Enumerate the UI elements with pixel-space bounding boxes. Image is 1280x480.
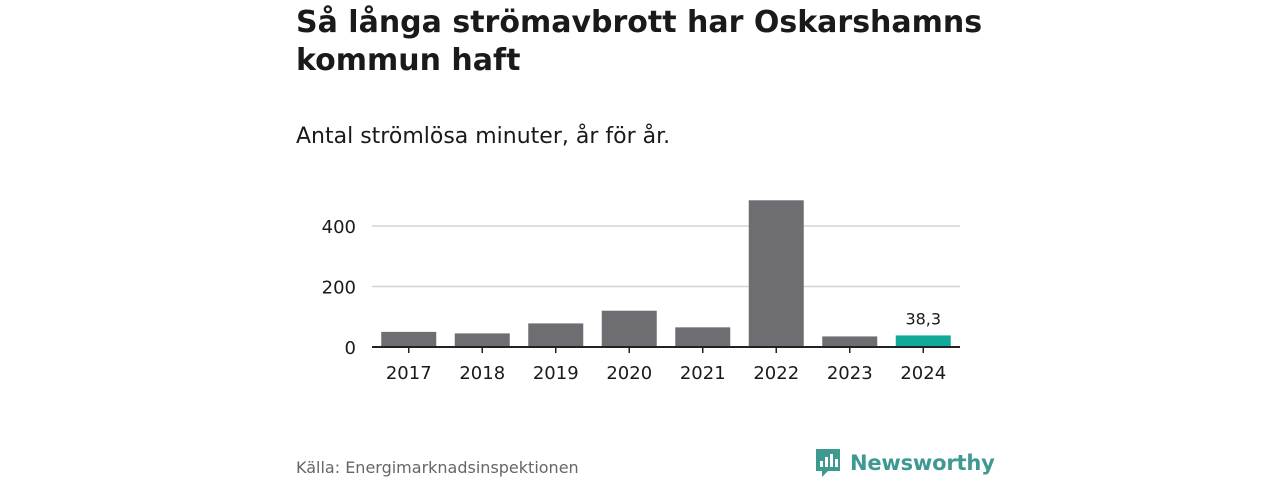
bar-2024 — [895, 335, 951, 347]
bar-2022 — [748, 200, 804, 347]
y-tick-label: 400 — [322, 217, 356, 238]
bar-chart: 0 200 400 2017 2018 2019 2020 2021 2022 2023 2024 3… — [322, 200, 960, 384]
source-note: Källa: Energimarknadsinspektionen — [296, 458, 579, 477]
x-tick-label: 2021 — [680, 363, 726, 384]
bar-2018 — [454, 333, 510, 347]
y-tick-label: 200 — [322, 278, 356, 299]
x-tick-label: 2024 — [900, 363, 946, 384]
brand: Newsworthy — [814, 446, 995, 480]
chart-title: Så långa strömavbrott har Oskarshamns ko… — [296, 5, 983, 78]
x-tick-label: 2020 — [606, 363, 652, 384]
x-tick-label: 2017 — [386, 363, 432, 384]
brand-name: Newsworthy — [850, 451, 995, 475]
chart-subtitle: Antal strömlösa minuter, år för år. — [296, 124, 671, 149]
bar-2017 — [381, 331, 437, 347]
bar-2019 — [528, 323, 584, 347]
x-tick-label: 2023 — [827, 363, 873, 384]
gridlines — [372, 225, 960, 288]
bar-2023 — [822, 336, 878, 347]
x-tick-label: 2019 — [533, 363, 579, 384]
x-tick-label: 2018 — [459, 363, 505, 384]
bar-2020 — [601, 310, 657, 347]
x-axis — [372, 346, 960, 353]
y-tick-label: 0 — [345, 338, 356, 359]
newsworthy-logo-icon — [816, 449, 840, 477]
data-label: 38,3 — [905, 309, 941, 328]
bar-2021 — [675, 327, 731, 347]
x-tick-label: 2022 — [753, 363, 799, 384]
bars — [381, 200, 951, 347]
labels: 0 200 400 2017 2018 2019 2020 2021 2022 2023 2024 3… — [322, 217, 947, 384]
